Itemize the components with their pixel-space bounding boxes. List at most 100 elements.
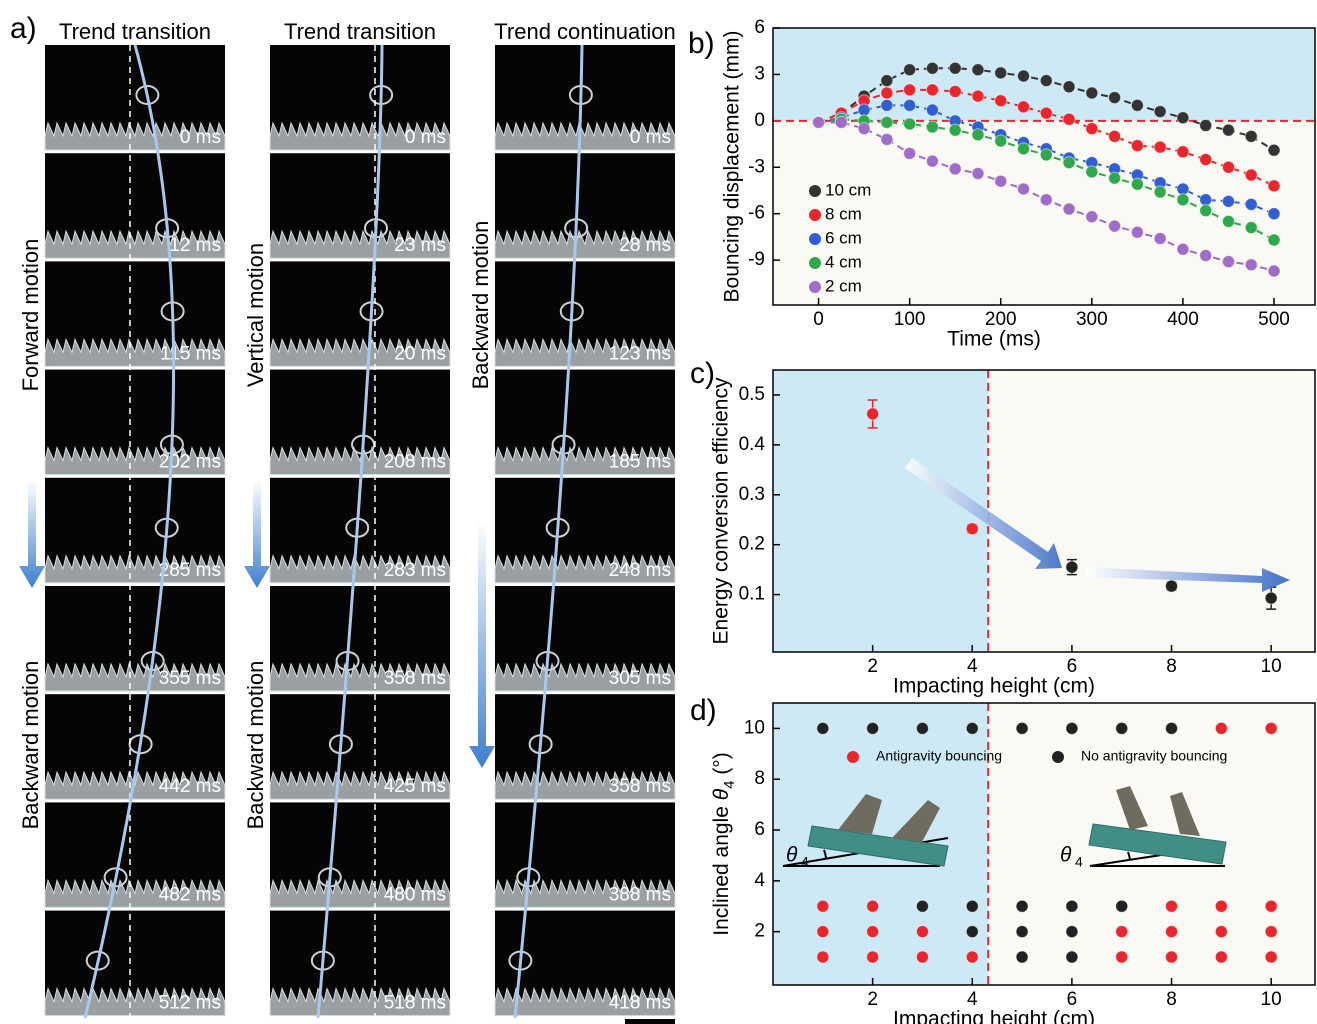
motion-label: Forward motion (18, 239, 43, 392)
x-axis-label: Time (ms) (947, 328, 1041, 351)
legend-label: No antigravity bouncing (1081, 748, 1227, 764)
data-point (1265, 722, 1277, 734)
y-tick-label: 0.3 (739, 484, 765, 505)
data-point (904, 147, 916, 159)
data-point (1066, 926, 1078, 938)
frame-time: 512 ms (159, 993, 221, 1014)
data-point (1245, 222, 1257, 234)
data-point (1018, 143, 1030, 155)
direction-arrow (469, 520, 495, 768)
frame-time: 123 ms (609, 343, 671, 364)
data-point (1177, 146, 1189, 158)
data-point (1166, 900, 1178, 912)
data-point (1166, 580, 1178, 592)
data-point (1154, 106, 1166, 118)
data-point (1177, 112, 1189, 124)
x-axis-label: Impacting height (cm) (893, 1008, 1095, 1024)
x-tick-label: 2 (867, 989, 878, 1010)
panel-label: b) (688, 27, 715, 60)
data-point (881, 99, 893, 111)
data-point (1066, 722, 1078, 734)
scale-bar (625, 1019, 675, 1024)
y-tick-label: -9 (748, 249, 765, 270)
frame-time: 355 ms (159, 668, 221, 689)
frame-time: 480 ms (384, 884, 446, 905)
data-point (1265, 926, 1277, 938)
data-point (1040, 149, 1052, 161)
x-axis-label: Impacting height (cm) (893, 675, 1095, 698)
figure: a)Trend transition0 ms12 ms115 ms202 ms2… (0, 0, 1317, 1024)
data-point (817, 900, 829, 912)
legend-label: 6 cm (825, 228, 862, 247)
y-tick-label: 0 (754, 110, 765, 131)
data-point (926, 104, 938, 116)
data-point (1222, 161, 1234, 173)
frame-time: 115 ms (160, 343, 221, 364)
data-point (858, 123, 870, 135)
y-axis-label: Inclined angle θ4 (°) (710, 752, 739, 935)
x-tick-label: 10 (1261, 989, 1282, 1010)
legend-marker (809, 281, 821, 293)
data-point (1063, 113, 1075, 125)
motion-label: Vertical motion (243, 243, 268, 387)
data-point (1245, 259, 1257, 271)
motion-label: Backward motion (468, 221, 493, 390)
data-point (1222, 256, 1234, 268)
inset-subscript: 4 (1075, 854, 1083, 870)
data-point (1109, 220, 1121, 232)
data-point (1109, 130, 1121, 142)
data-point (1177, 243, 1189, 255)
frame-time: 23 ms (394, 235, 446, 256)
x-tick-label: 300 (1076, 309, 1108, 330)
data-point (1131, 140, 1143, 152)
x-tick-label: 8 (1166, 656, 1177, 677)
y-tick-label: 0.5 (739, 384, 765, 405)
data-point (926, 121, 938, 133)
frame-time: 20 ms (394, 343, 446, 364)
data-point (995, 95, 1007, 107)
data-point (1109, 172, 1121, 184)
data-point (1215, 722, 1227, 734)
y-tick-label: 6 (754, 819, 765, 840)
data-point (972, 167, 984, 179)
data-point (1040, 194, 1052, 206)
data-point (1016, 926, 1028, 938)
data-point (867, 926, 879, 938)
data-point (1265, 900, 1277, 912)
data-point (904, 84, 916, 96)
data-point (1215, 951, 1227, 963)
data-point (1086, 123, 1098, 135)
data-point (966, 951, 978, 963)
y-axis-label-part: Inclined angle (710, 800, 733, 935)
y-axis-label-part: θ (710, 788, 733, 800)
data-point (1268, 208, 1280, 220)
data-point (1166, 926, 1178, 938)
data-point (1016, 900, 1028, 912)
data-point (1116, 722, 1128, 734)
data-point (1066, 951, 1078, 963)
column-title: Trend continuation (494, 19, 675, 44)
data-point (867, 900, 879, 912)
frame-time: 0 ms (405, 127, 446, 148)
x-tick-label: 0 (813, 309, 824, 330)
data-point (916, 900, 928, 912)
frame-time: 248 ms (609, 560, 671, 581)
y-axis-label: Energy conversion efficiency (710, 377, 733, 644)
data-point (817, 926, 829, 938)
data-point (904, 99, 916, 111)
region-left (773, 370, 988, 652)
data-point (1086, 87, 1098, 99)
data-point (1222, 124, 1234, 136)
legend-marker (809, 185, 821, 197)
column-title: Trend transition (59, 19, 211, 44)
legend-marker (847, 751, 859, 763)
data-point (835, 116, 847, 128)
y-tick-label: 10 (744, 717, 765, 738)
legend-label: 4 cm (825, 252, 862, 271)
legend-label: Antigravity bouncing (876, 748, 1002, 764)
data-point (867, 722, 879, 734)
frame-time: 358 ms (384, 668, 446, 689)
y-tick-label: 2 (754, 921, 765, 942)
data-point (972, 129, 984, 141)
